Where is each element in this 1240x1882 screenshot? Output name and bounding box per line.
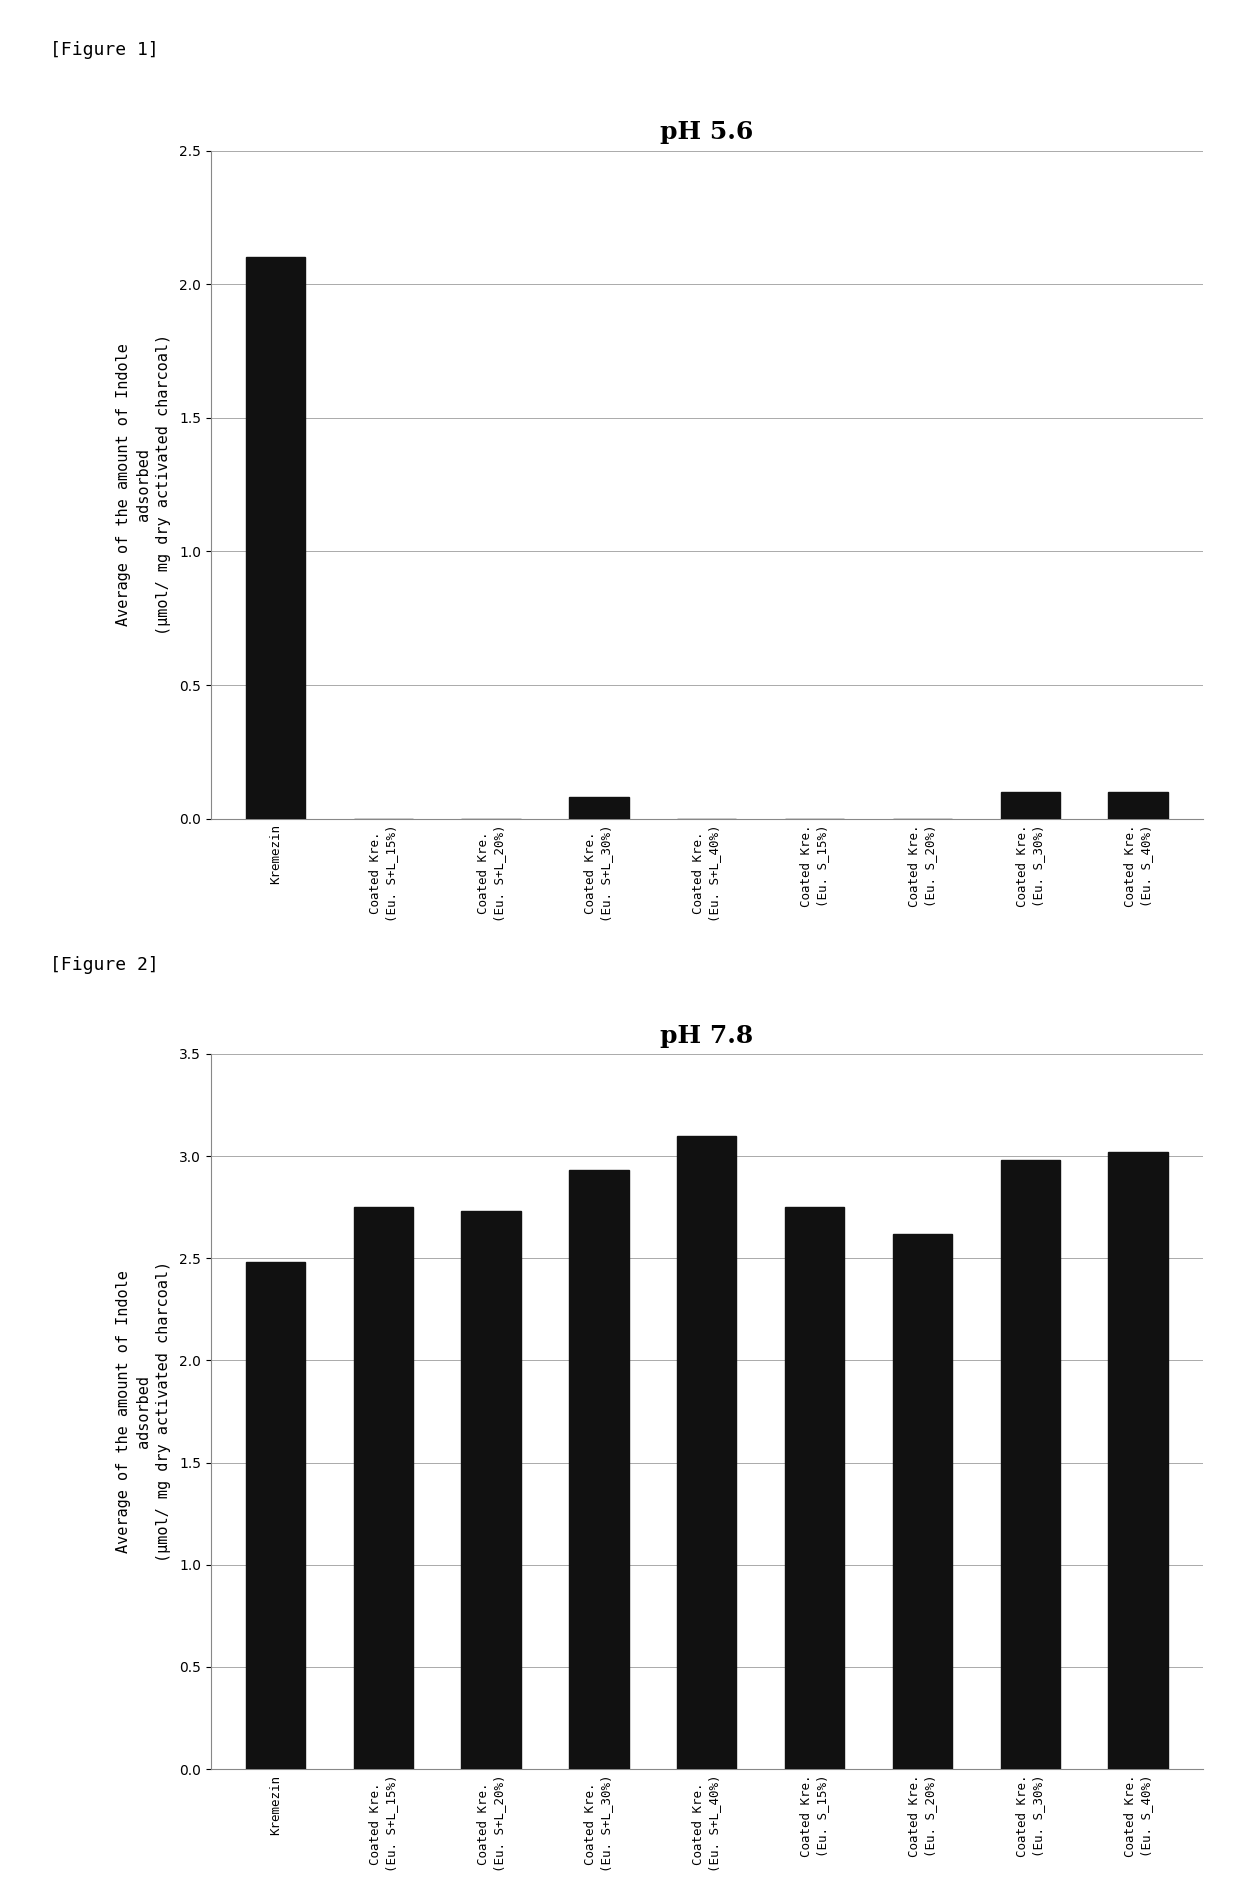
Text: [Figure 1]: [Figure 1] <box>50 41 159 60</box>
Bar <box>353 1206 413 1769</box>
Bar <box>1109 792 1168 819</box>
Y-axis label: Average of the amount of Indole
adsorbed
(μmol/ mg dry activated charcoal): Average of the amount of Indole adsorbed… <box>117 1261 171 1562</box>
Title: pH 5.6: pH 5.6 <box>660 120 754 145</box>
Bar <box>1109 1152 1168 1769</box>
Title: pH 7.8: pH 7.8 <box>660 1024 754 1048</box>
Bar <box>893 1235 952 1769</box>
Bar <box>1001 792 1060 819</box>
Bar <box>246 258 305 819</box>
Bar <box>1001 1159 1060 1769</box>
Bar <box>677 1135 737 1769</box>
Text: [Figure 2]: [Figure 2] <box>50 956 159 975</box>
Bar <box>569 1171 629 1769</box>
Bar <box>569 798 629 819</box>
Bar <box>785 1206 844 1769</box>
Y-axis label: Average of the amount of Indole
adsorbed
(μmol/ mg dry activated charcoal): Average of the amount of Indole adsorbed… <box>117 333 171 636</box>
Bar <box>246 1263 305 1769</box>
Bar <box>461 1212 521 1769</box>
